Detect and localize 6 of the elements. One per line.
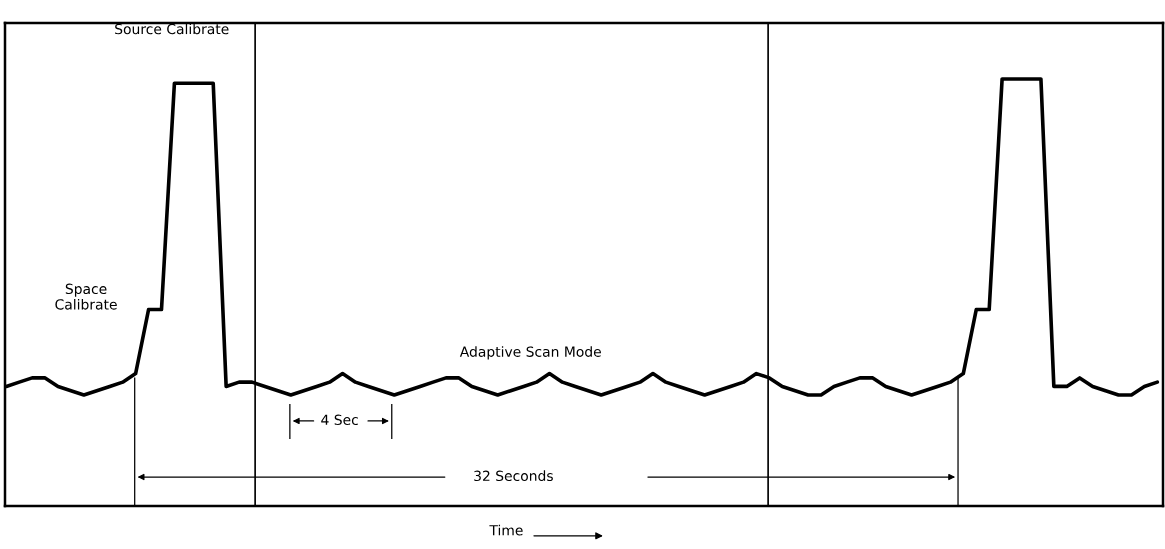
source-note: Source Calibrate — [115, 23, 229, 35]
x-axis-title: Time — [489, 524, 523, 536]
annotation: 4 Sec — [321, 414, 358, 426]
annotation: Space Calibrate — [55, 283, 117, 310]
annotation: Adaptive Scan Mode — [459, 346, 601, 360]
annotation: 32 Seconds — [474, 470, 553, 482]
